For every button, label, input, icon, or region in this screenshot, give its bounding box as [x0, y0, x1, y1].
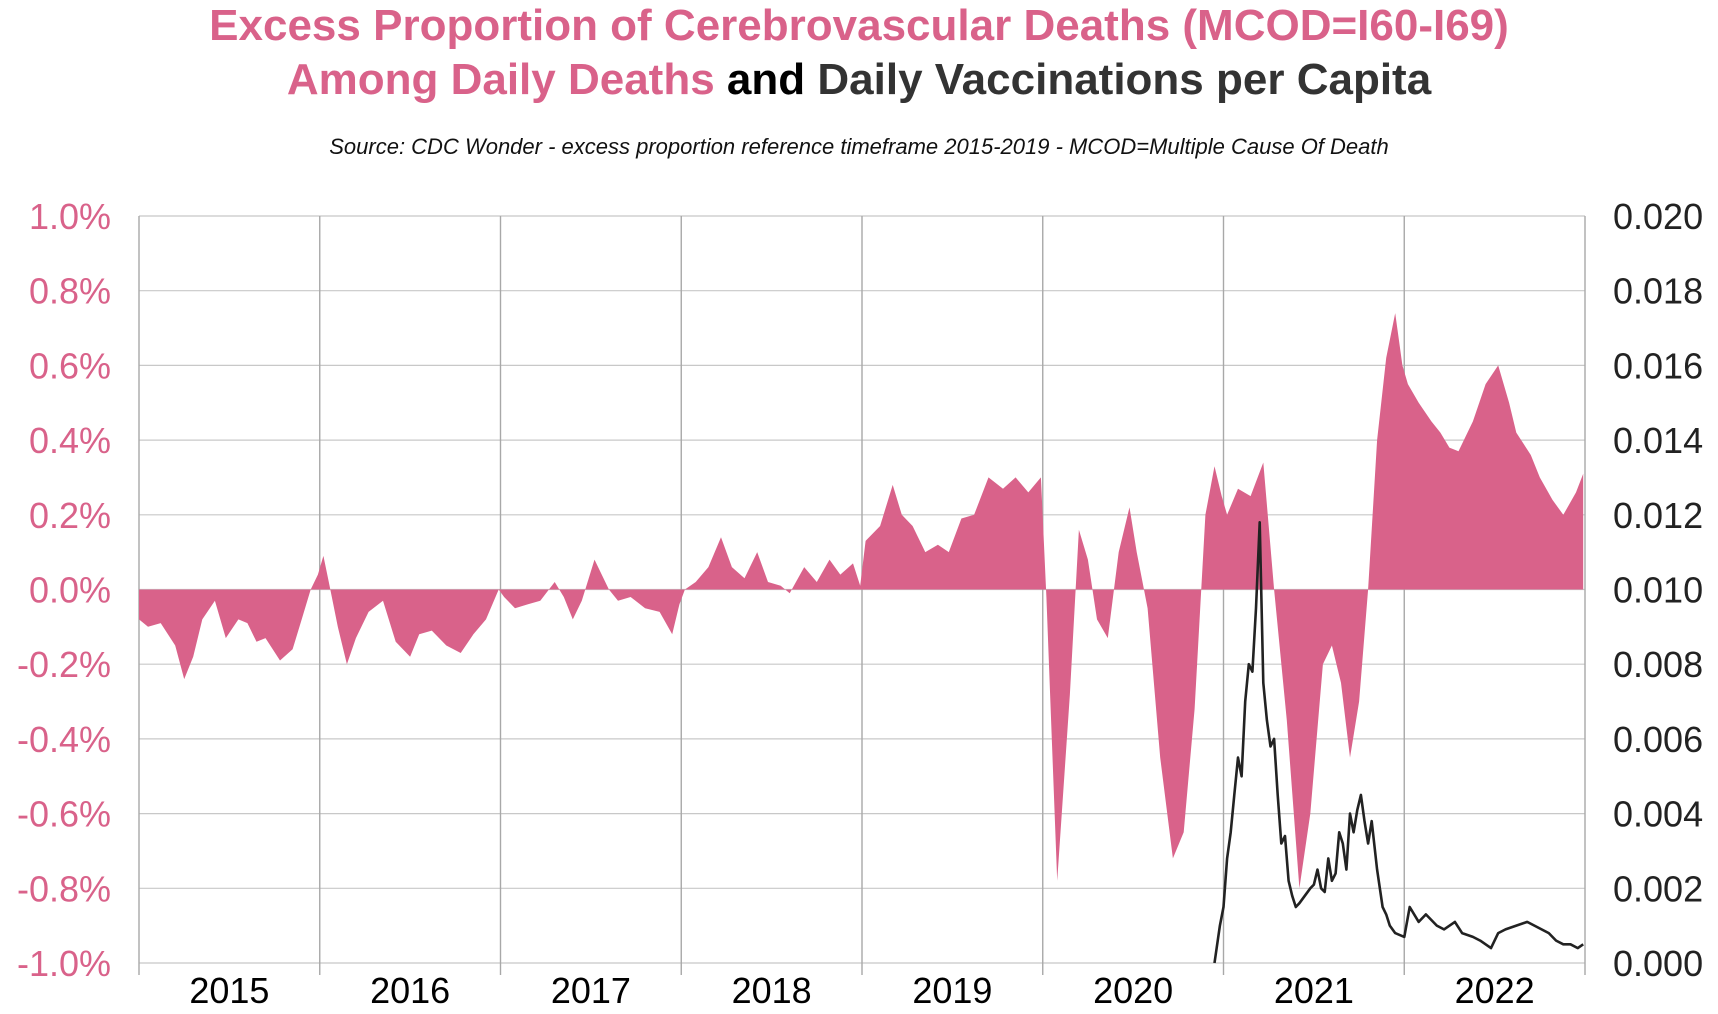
left-tick-label: -0.8% — [17, 868, 111, 909]
right-tick-label: 0.020 — [1613, 196, 1703, 237]
right-tick-label: 0.002 — [1613, 868, 1703, 909]
right-tick-label: 0.000 — [1613, 943, 1703, 984]
left-tick-label: -0.4% — [17, 719, 111, 760]
x-tick-label: 2022 — [1455, 970, 1535, 1011]
right-tick-label: 0.006 — [1613, 719, 1703, 760]
left-tick-label: 0.2% — [29, 495, 111, 536]
title-and: and — [714, 55, 818, 104]
left-tick-label: -0.6% — [17, 794, 111, 835]
title-among-daily-deaths: Among Daily Deaths — [286, 55, 715, 104]
x-tick-label: 2020 — [1093, 970, 1173, 1011]
left-tick-label: 0.4% — [29, 420, 111, 461]
left-axis-tick-labels: 1.0% 0.8% 0.6% 0.4% 0.2% 0.0% -0.2% -0.4% -0.6% -… — [17, 196, 111, 984]
vaccination-line-series — [1213, 521, 1584, 964]
chart-subtitle: Source: CDC Wonder - excess proportion r… — [329, 134, 1389, 159]
right-tick-label: 0.004 — [1613, 794, 1703, 835]
left-tick-label: 0.0% — [29, 570, 111, 611]
x-tick-label: 2015 — [189, 970, 269, 1011]
x-tick-label: 2019 — [912, 970, 992, 1011]
chart-title-line-1: Excess Proportion of Cerebrovascular Dea… — [0, 0, 1718, 52]
x-tick-label: 2021 — [1274, 970, 1354, 1011]
right-axis-tick-labels: 0.020 0.018 0.016 0.014 0.012 0.010 0.008 0.006… — [1613, 196, 1703, 984]
right-tick-label: 0.008 — [1613, 644, 1703, 685]
left-tick-label: 1.0% — [29, 196, 111, 237]
left-tick-label: 0.6% — [29, 345, 111, 386]
vaccination-line — [1213, 521, 1584, 964]
left-tick-label: -0.2% — [17, 644, 111, 685]
excess-area-series — [139, 313, 1584, 889]
right-tick-label: 0.010 — [1613, 570, 1703, 611]
right-tick-label: 0.012 — [1613, 495, 1703, 536]
left-tick-label: -1.0% — [17, 943, 111, 984]
excess-area — [139, 313, 1584, 889]
title-excess-proportion: Excess Proportion of Cerebrovascular Dea… — [209, 1, 1509, 50]
right-tick-label: 0.014 — [1613, 420, 1703, 461]
x-tick-label: 2017 — [551, 970, 631, 1011]
chart-title-line-2: Among Daily Deaths and Daily Vaccination… — [0, 54, 1718, 106]
x-axis-year-labels: 2015 2016 2017 2018 2019 2020 2021 2022 — [189, 970, 1534, 1011]
title-daily-vaccinations: Daily Vaccinations per Capita — [817, 55, 1432, 104]
right-tick-label: 0.018 — [1613, 271, 1703, 312]
x-tick-label: 2018 — [732, 970, 812, 1011]
left-tick-label: 0.8% — [29, 271, 111, 312]
right-tick-label: 0.016 — [1613, 345, 1703, 386]
x-tick-label: 2016 — [370, 970, 450, 1011]
